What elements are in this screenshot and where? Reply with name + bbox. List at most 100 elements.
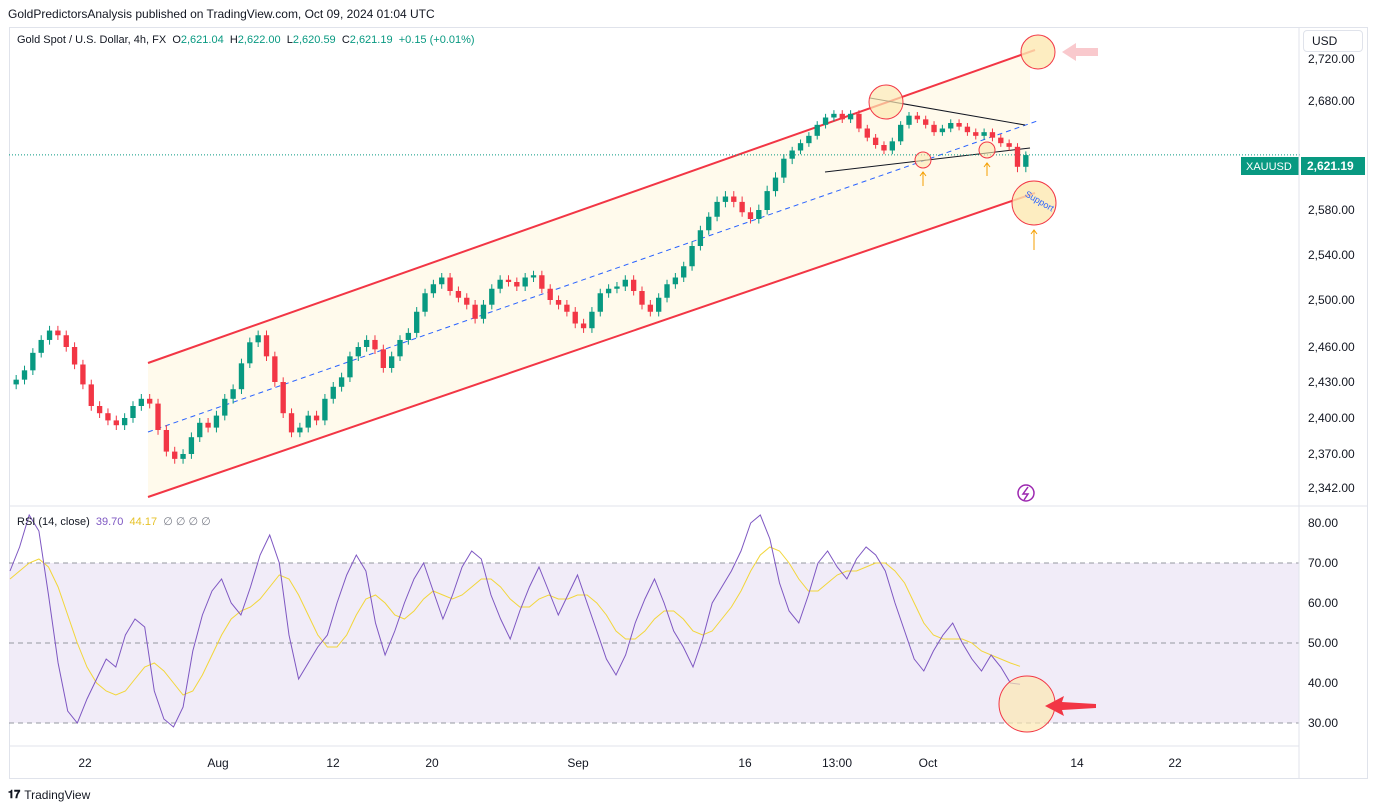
channel-mid-line [147,119,1041,433]
candle-body [681,266,687,278]
candle-body [956,123,962,127]
rsi-tick-label: 80.00 [1308,516,1338,530]
price-tick-label: 2,540.00 [1308,248,1355,262]
candle-body [347,356,353,378]
price-tag-symbol: XAUUSD [1246,161,1292,173]
highlight-circle-top [1020,34,1056,70]
highlight-circle-support [1011,180,1057,226]
price-tick-label: 2,720.00 [1308,52,1355,66]
candle-body [372,339,378,350]
candle-body [155,403,161,430]
rsi-pane[interactable] [9,513,1299,733]
channel-fill [148,52,1030,497]
candle-body [480,304,487,319]
price-tick-label: 2,680.00 [1308,94,1355,108]
time-tick-label: 16 [738,756,752,770]
candle-body [706,216,712,231]
candle-body [889,141,895,151]
candle-body [338,377,345,387]
candle-body [397,339,403,357]
low-label: L [286,34,293,46]
rsi-tick-label: 30.00 [1308,716,1338,730]
candle-body [731,196,737,202]
candle-body [405,332,412,340]
candle-body [272,356,278,382]
rsi-value: 39.70 [95,516,124,528]
candle-body [363,339,370,347]
candle-body [305,415,311,428]
high-label: H [229,34,238,46]
time-tick-label: 13:00 [822,756,852,770]
candle-body [781,158,787,178]
candle-body [839,113,845,120]
price-tag-value-bg [1301,157,1365,175]
candle-body [313,415,320,421]
candle-body [46,330,53,340]
candle-body [138,398,145,406]
candle-body [238,363,245,390]
candle-body [113,420,119,426]
candle-body [1014,146,1021,167]
candle-body [355,347,361,357]
candle-body [555,300,562,305]
candle-body [647,304,654,312]
candle-body [121,418,128,426]
time-tick-label: 14 [1070,756,1084,770]
candle-body [222,398,228,416]
candle-body [939,128,946,133]
candle-body [864,128,870,138]
candle-body [923,119,929,125]
price-tick-label: 2,400.00 [1308,411,1355,425]
candle-body [147,398,153,404]
candle-body [564,304,570,312]
candle-body [472,304,478,319]
currency-selector[interactable]: USD [1303,30,1363,52]
time-tick-label: Oct [919,756,938,770]
candle-body [205,422,211,428]
price-tick-label: 2,430.00 [1308,375,1355,389]
axes: 2,342.00 2,370.00 2,400.00 2,430.00 2,460.00… [9,27,1368,779]
candle-body [906,115,912,125]
candle-body [21,370,28,380]
candle-body [605,288,612,294]
candle-body [430,284,437,294]
price-tag-symbol-bg [1241,157,1299,175]
candle-body [180,454,186,459]
candle-body [831,113,837,118]
candle-body [497,279,503,289]
candle-body [789,150,795,159]
price-tick-label: 2,460.00 [1308,340,1355,354]
candle-body [664,284,670,298]
candle-body [822,117,829,125]
candle-body [105,413,111,421]
candle-body [614,286,620,289]
candle-body [897,124,904,142]
close-value: 2,621.19 [349,34,393,46]
change-value: +0.15 (+0.01%) [398,34,475,46]
lightning-bolt-icon [1021,486,1030,501]
time-tick-label: 20 [425,756,439,770]
candle-body [672,277,679,285]
price-tag-value: 2,621.19 [1307,159,1354,173]
time-tick-label: Sep [567,756,589,770]
candle-body [764,191,770,210]
price-tick-label: 2,342.00 [1308,481,1355,495]
candle-body [539,275,545,289]
time-tick-label: 22 [78,756,92,770]
candle-body [172,451,178,459]
rsi-name: RSI (14, close) [17,516,90,528]
rsi-line [9,513,1021,728]
candle-body [489,288,495,305]
candle-body [656,297,662,312]
candle-body [722,196,729,202]
candle-body [998,137,1004,144]
candle-body [989,132,996,138]
candle-body [747,212,754,219]
candle-body [622,279,628,287]
candle-body [230,389,236,399]
candle-body [1023,155,1029,167]
highlight-circle-peak [868,84,904,120]
candle-body [130,406,136,418]
